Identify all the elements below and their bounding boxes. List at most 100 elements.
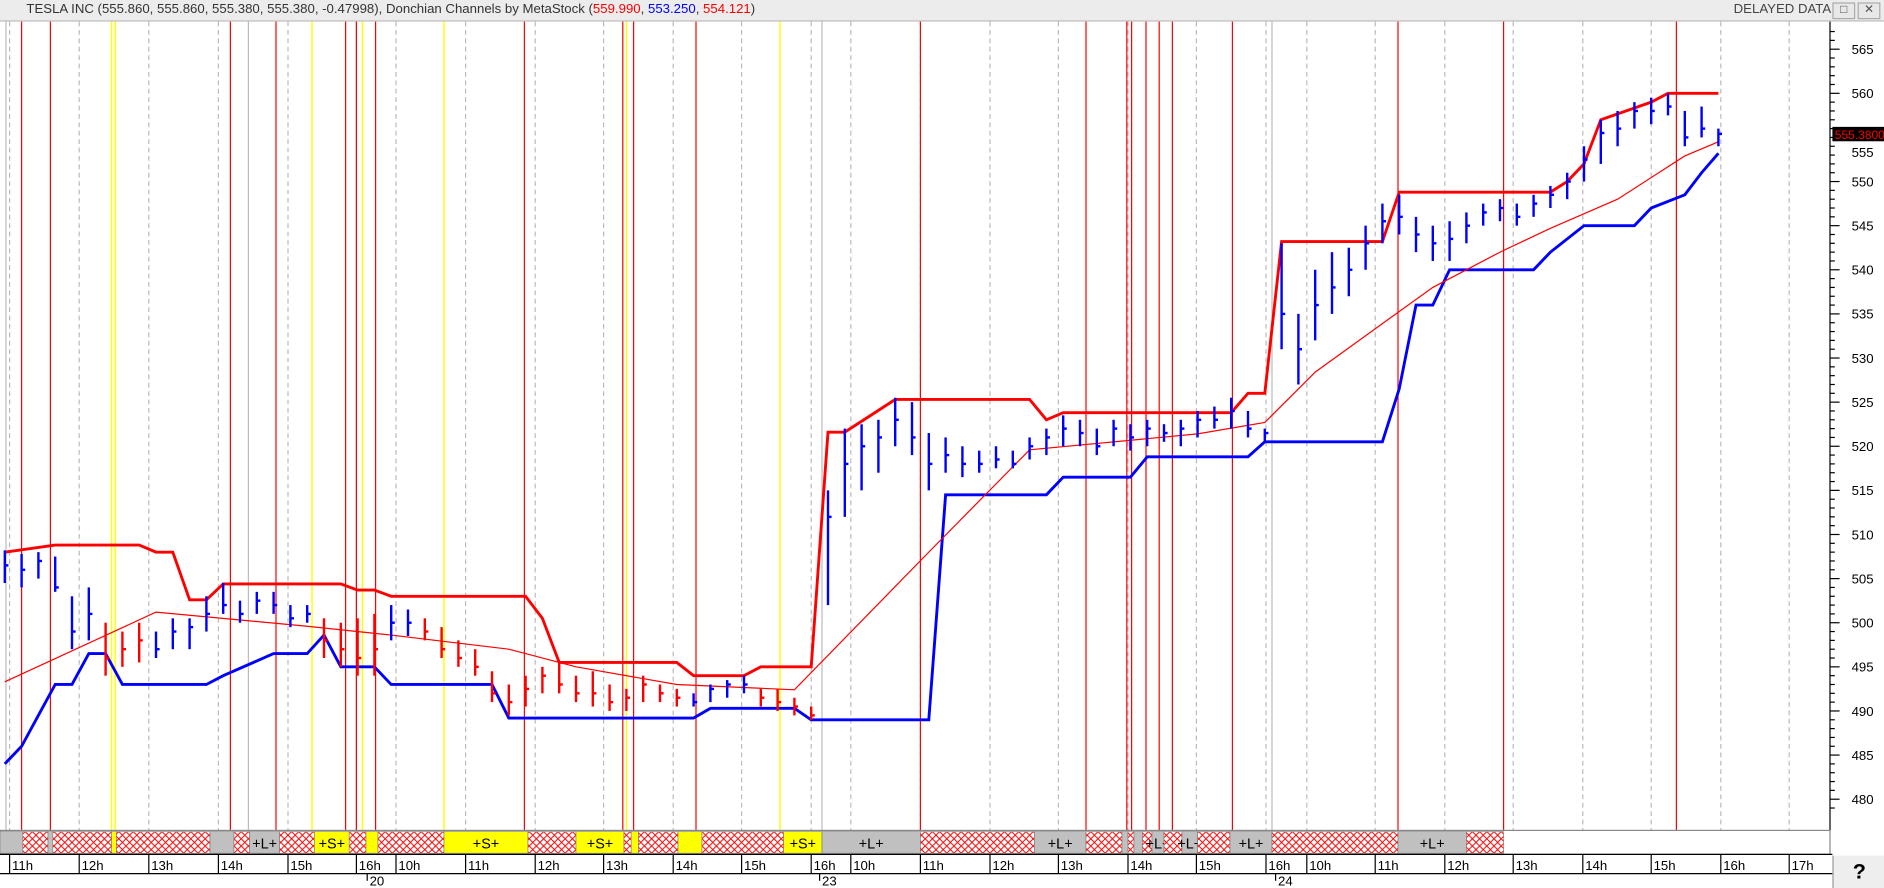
time-axis-label: 16h bbox=[359, 858, 381, 873]
signal-band-label: +L+ bbox=[1420, 836, 1445, 852]
time-axis-label: 12h bbox=[992, 858, 1014, 873]
time-axis-label: 16h bbox=[1268, 858, 1290, 873]
time-axis-label: 15h bbox=[1654, 858, 1676, 873]
signal-band-label: +S+ bbox=[587, 836, 613, 852]
time-axis-label: 14h bbox=[1585, 858, 1607, 873]
price-axis bbox=[1830, 21, 1884, 831]
price-axis-label: 560 bbox=[1852, 86, 1874, 101]
signal-band-label: +S+ bbox=[473, 836, 499, 852]
time-axis-label: 15h bbox=[290, 858, 312, 873]
signal-band-cell bbox=[348, 831, 367, 854]
price-axis-label: 500 bbox=[1852, 616, 1874, 631]
close-icon[interactable]: ✕ bbox=[1857, 2, 1881, 20]
signal-band-cell bbox=[1271, 831, 1399, 854]
signal-band-cell bbox=[677, 831, 703, 854]
help-button[interactable]: ? bbox=[1832, 855, 1884, 888]
chart-title-bar: TESLA INC (555.860, 555.860, 555.380, 55… bbox=[0, 0, 1884, 22]
price-axis-label: 490 bbox=[1852, 704, 1874, 719]
time-axis-label: 12h bbox=[82, 858, 104, 873]
chart-title: TESLA INC (555.860, 555.860, 555.380, 55… bbox=[26, 0, 755, 20]
lower-channel-value: 553.250 bbox=[647, 2, 696, 17]
signal-band-cell bbox=[0, 831, 24, 854]
signal-band-cell bbox=[527, 831, 577, 854]
time-axis-label: 10h bbox=[398, 858, 420, 873]
symbol-info: TESLA INC (555.860, 555.860, 555.380, 55… bbox=[26, 2, 593, 17]
last-price-tag bbox=[1832, 126, 1884, 142]
signal-band-label: +L+ bbox=[1177, 836, 1202, 852]
time-axis-label: 12h bbox=[1447, 858, 1469, 873]
signal-band-cell bbox=[22, 831, 49, 854]
time-axis-label: 11h bbox=[12, 858, 33, 873]
time-axis-label: 11h bbox=[923, 858, 944, 873]
time-axis-label: 14h bbox=[676, 858, 698, 873]
signal-band-cell bbox=[209, 831, 235, 854]
signal-band-label: +L+ bbox=[252, 836, 277, 852]
time-axis-label: 10h bbox=[1309, 858, 1331, 873]
price-axis-label: 505 bbox=[1852, 571, 1874, 586]
time-axis-label: 14h bbox=[1130, 858, 1152, 873]
signal-band-cell bbox=[377, 831, 445, 854]
price-axis-label: 550 bbox=[1852, 174, 1874, 189]
price-axis-label: 480 bbox=[1852, 792, 1874, 807]
time-axis-label: 11h bbox=[1378, 858, 1399, 873]
last-price-label: 555.3800 bbox=[1835, 128, 1884, 142]
time-axis-label: 13h bbox=[1516, 858, 1538, 873]
price-axis-label: 510 bbox=[1852, 527, 1874, 542]
signal-band-cell bbox=[47, 831, 54, 854]
separator: , bbox=[695, 2, 704, 17]
time-axis-label: 12h bbox=[538, 858, 560, 873]
separator: , bbox=[640, 2, 648, 17]
price-axis-label: 535 bbox=[1852, 307, 1874, 322]
upper-channel-value: 559.990 bbox=[592, 2, 641, 17]
signal-band-cell bbox=[1197, 831, 1231, 854]
close-paren: ) bbox=[750, 2, 756, 17]
signal-band-label: +S+ bbox=[790, 836, 816, 852]
price-axis-label: 565 bbox=[1852, 42, 1874, 57]
signal-band-cell bbox=[233, 831, 250, 854]
plot-area bbox=[0, 21, 1831, 831]
date-axis-label: 20 bbox=[370, 874, 385, 888]
mid-channel-value: 554.121 bbox=[703, 2, 751, 17]
price-axis-label: 530 bbox=[1852, 351, 1874, 366]
price-axis-label: 540 bbox=[1852, 263, 1874, 278]
time-axis-label: 15h bbox=[1199, 858, 1221, 873]
upper-channel-line bbox=[4, 91, 1719, 678]
signal-band-label: +L+ bbox=[859, 836, 884, 852]
date-axis-label: 24 bbox=[1278, 874, 1293, 888]
time-axis-label: 17h bbox=[1792, 858, 1814, 873]
signal-band-label: +L+ bbox=[1048, 836, 1073, 852]
signal-band-cell bbox=[111, 831, 117, 854]
price-axis-label: 495 bbox=[1852, 660, 1874, 675]
time-axis-label: 13h bbox=[151, 858, 173, 873]
time-axis-label: 14h bbox=[221, 858, 243, 873]
delayed-data-label: DELAYED DATA bbox=[1733, 2, 1832, 17]
time-axis-label: 11h bbox=[468, 858, 489, 873]
time-axis-label: 13h bbox=[606, 858, 628, 873]
signal-band-cell bbox=[1085, 831, 1123, 854]
signal-band-cell bbox=[630, 831, 639, 854]
price-axis-label: 520 bbox=[1852, 439, 1874, 454]
price-axis-label: 515 bbox=[1852, 483, 1874, 498]
signal-band-cell bbox=[365, 831, 379, 854]
time-axis-label: 10h bbox=[853, 858, 875, 873]
signal-band-cell bbox=[701, 831, 784, 854]
signal-band-cell bbox=[1121, 831, 1129, 854]
signal-band-cell bbox=[638, 831, 679, 854]
time-axis-label: 13h bbox=[1061, 858, 1083, 873]
price-axis-label: 545 bbox=[1852, 218, 1874, 233]
signal-band-cell bbox=[1133, 831, 1143, 854]
signal-band-cell bbox=[52, 831, 112, 854]
signal-band-cell bbox=[920, 831, 1035, 854]
signal-band-cell bbox=[279, 831, 315, 854]
signal-band-cell bbox=[623, 831, 632, 854]
time-axis-label: 15h bbox=[744, 858, 766, 873]
date-axis-label: 23 bbox=[822, 874, 837, 888]
signal-band-label: +S+ bbox=[319, 836, 345, 852]
restore-icon[interactable]: □ bbox=[1832, 2, 1856, 20]
signal-band-cell bbox=[1127, 831, 1135, 854]
price-axis-label: 485 bbox=[1852, 748, 1874, 763]
lower-channel-line bbox=[3, 152, 1720, 765]
signal-band-cell bbox=[1466, 831, 1504, 854]
